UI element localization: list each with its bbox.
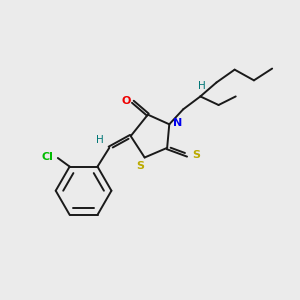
Text: Cl: Cl [41, 152, 53, 162]
Text: H: H [198, 81, 205, 91]
Text: S: S [136, 161, 144, 171]
Text: N: N [173, 118, 182, 128]
Text: H: H [96, 135, 104, 146]
Text: S: S [192, 150, 200, 161]
Text: O: O [122, 96, 131, 106]
